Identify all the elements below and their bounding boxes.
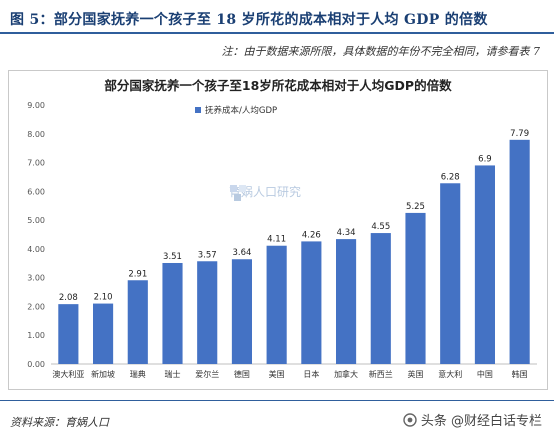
x-tick-label-2: 瑞典: [130, 369, 146, 379]
y-tick-label-6: 6.00: [27, 187, 45, 196]
y-tick-label-2: 2.00: [27, 302, 45, 311]
watermark-text: 育娲人口研究: [229, 185, 302, 199]
chart-title: 部分国家抚养一个孩子至18岁所花成本相对于人均GDP的倍数: [104, 78, 452, 93]
bar-value-label-2: 2.91: [128, 269, 147, 279]
bar-chart: 部分国家抚养一个孩子至18岁所花成本相对于人均GDP的倍数 0.00 1.00 2.0…: [27, 78, 537, 379]
bar-value-label-8: 4.34: [337, 228, 356, 238]
bar-value-label-5: 3.64: [232, 248, 251, 258]
bar-value-label-4: 3.57: [198, 250, 217, 260]
y-tick-label-1: 1.00: [27, 331, 45, 340]
bar-13: [509, 139, 530, 364]
y-tick-label-7: 7.00: [27, 159, 45, 168]
source-note: 资料来源：育娲人口: [10, 416, 109, 429]
bar-value-label-12: 6.9: [478, 154, 492, 164]
bar-5: [231, 259, 252, 364]
legend-label: 抚养成本/人均GDP: [205, 105, 277, 116]
x-tick-label-4: 爱尔兰: [195, 369, 219, 379]
bar-9: [370, 233, 391, 364]
bar-value-label-3: 3.51: [163, 252, 182, 262]
bar-value-label-11: 6.28: [441, 172, 460, 182]
bar-11: [440, 183, 461, 364]
figure-note: 注：由于数据来源所限，具体数据的年份不完全相同，请参看表 7: [221, 45, 541, 58]
bar-10: [405, 212, 426, 364]
y-tick-label-9: 9.00: [27, 101, 45, 110]
bar-value-label-13: 7.79: [510, 129, 529, 139]
watermark: 育娲人口研究: [229, 183, 302, 201]
bar-value-label-9: 4.55: [371, 222, 390, 232]
brand-text: 头条 @财经白话专栏: [420, 414, 542, 429]
bar-6: [266, 245, 287, 364]
bar-8: [336, 239, 357, 364]
x-tick-label-13: 韩国: [512, 369, 528, 379]
x-tick-label-9: 新西兰: [369, 369, 393, 379]
brand-label: 头条 @财经白话专栏: [403, 410, 542, 429]
x-tick-label-12: 中国: [477, 369, 493, 379]
legend-swatch: [195, 107, 201, 113]
x-tick-label-6: 美国: [269, 369, 285, 379]
bar-value-label-0: 2.08: [59, 293, 78, 303]
bar-value-label-1: 2.10: [94, 293, 113, 303]
bar-2: [127, 280, 148, 364]
bar-3: [162, 262, 183, 364]
x-tick-label-3: 瑞士: [165, 369, 181, 379]
y-tick-label-3: 3.00: [27, 274, 45, 283]
figure-title: 图 5：部分国家抚养一个孩子至 18 岁所花的成本相对于人均 GDP 的倍数: [10, 12, 488, 28]
bar-value-label-7: 4.26: [302, 230, 321, 240]
chart-panel: 部分国家抚养一个孩子至18岁所花成本相对于人均GDP的倍数 0.00 1.00 2.0…: [8, 70, 548, 390]
x-tick-label-5: 德国: [234, 369, 250, 379]
y-tick-label-8: 8.00: [27, 130, 45, 139]
x-tick-label-10: 英国: [408, 369, 424, 379]
x-tick-label-1: 新加坡: [91, 369, 115, 379]
x-tick-label-11: 意大利: [438, 369, 462, 379]
bar-value-label-10: 5.25: [406, 202, 425, 212]
bar-value-label-6: 4.11: [267, 235, 286, 245]
bottom-rule: [0, 400, 554, 401]
y-tick-label-4: 4.00: [27, 245, 45, 254]
y-tick-label-0: 0.00: [27, 360, 45, 369]
top-rule: [0, 32, 554, 34]
people-logo-icon: [230, 185, 246, 201]
x-tick-label-8: 加拿大: [334, 369, 358, 379]
bar-0: [58, 304, 79, 364]
bar-4: [197, 261, 218, 364]
y-tick-label-5: 5.00: [27, 216, 45, 225]
bar-12: [474, 165, 495, 364]
bar-1: [93, 303, 114, 364]
bar-7: [301, 241, 322, 364]
x-tick-label-7: 日本: [303, 369, 319, 379]
x-tick-label-0: 澳大利亚: [52, 369, 84, 379]
camera-icon: [403, 412, 417, 427]
